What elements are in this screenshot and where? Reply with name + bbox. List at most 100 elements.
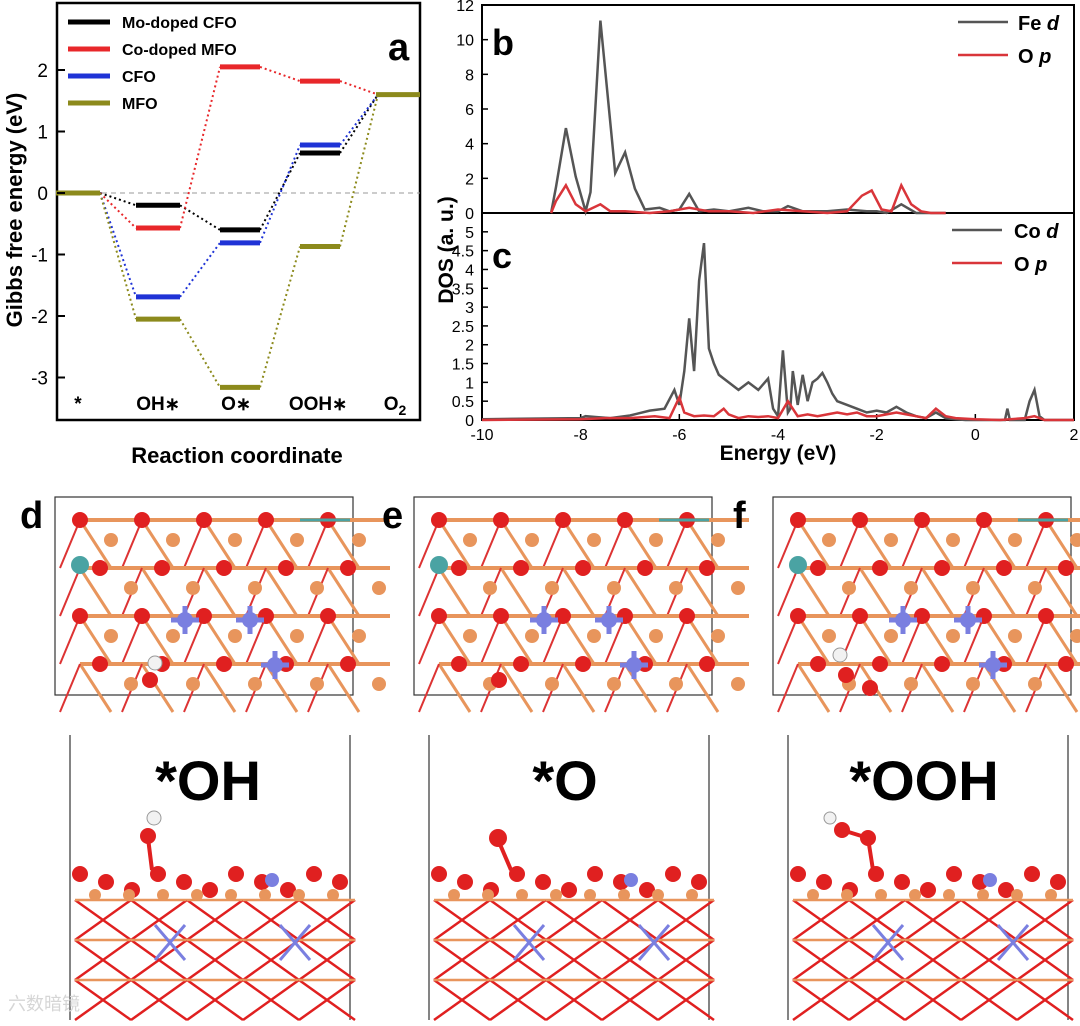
bond xyxy=(920,663,955,713)
metal-atom xyxy=(327,889,339,901)
panel-a-y-tick-label: 2 xyxy=(37,61,48,82)
adsorbate-hydrogen-atom xyxy=(147,655,163,671)
bond xyxy=(1044,615,1079,665)
bond xyxy=(121,615,143,665)
panel-a-y-tick-label: -2 xyxy=(31,307,48,328)
bond xyxy=(433,978,491,1022)
bond xyxy=(858,567,893,617)
panel-label-e: e xyxy=(382,495,403,537)
oxygen-atom xyxy=(332,874,348,890)
metal-atom xyxy=(731,677,745,691)
oxygen-atom xyxy=(98,874,114,890)
panel-b-y-tick-label: 12 xyxy=(456,0,474,15)
category-label: OOH∗ xyxy=(289,394,347,415)
panel-c-y-tick-label: 2 xyxy=(465,338,474,355)
bond xyxy=(792,898,850,942)
metal-atom xyxy=(186,677,200,691)
bond xyxy=(996,924,1030,961)
oxygen-atom xyxy=(555,608,571,624)
bond xyxy=(604,519,626,569)
bond xyxy=(433,938,491,982)
panel-b-y-tick-label: 10 xyxy=(456,33,474,50)
metal-atom xyxy=(463,629,477,643)
bond xyxy=(74,978,132,1022)
bond xyxy=(657,978,715,1022)
bond xyxy=(59,519,81,569)
energy-connector xyxy=(339,93,379,146)
molybdenum-atom xyxy=(789,556,807,574)
oxygen-atom xyxy=(154,560,170,576)
cobalt-atom xyxy=(960,612,976,628)
structure-panel-ooh xyxy=(772,496,1080,1022)
bond xyxy=(74,938,132,982)
metal-atom xyxy=(649,629,663,643)
metal-atom xyxy=(259,889,271,901)
oxygen-atom xyxy=(431,866,447,882)
bond xyxy=(637,924,671,961)
bond xyxy=(792,938,850,982)
panel-c-y-tick-label: 1 xyxy=(465,375,474,392)
bond xyxy=(130,938,188,982)
oxygen-atom xyxy=(946,866,962,882)
metal-atom xyxy=(290,629,304,643)
oxygen-atom xyxy=(134,512,150,528)
bond xyxy=(623,519,658,569)
bond xyxy=(489,938,547,982)
bond xyxy=(901,519,923,569)
bond xyxy=(59,567,81,617)
oxygen-atom xyxy=(868,866,884,882)
oxygen-atom xyxy=(216,656,232,672)
cobalt-atom xyxy=(895,612,911,628)
bond xyxy=(839,519,861,569)
metal-atom xyxy=(946,533,960,547)
bond xyxy=(480,615,502,665)
adsorbate-oxygen-atom xyxy=(489,829,507,847)
adsorbate-oxygen-atom xyxy=(140,828,156,844)
metal-atom xyxy=(463,533,477,547)
panel-a-y-tick-label: 1 xyxy=(37,123,48,144)
bond xyxy=(499,519,534,569)
energy-connector xyxy=(259,65,301,83)
oxygen-atom xyxy=(513,656,529,672)
oxygen-atom xyxy=(493,608,509,624)
oxygen-atom xyxy=(176,874,192,890)
bond xyxy=(777,663,799,713)
metal-atom xyxy=(104,629,118,643)
metal-atom xyxy=(186,581,200,595)
metal-atom xyxy=(448,889,460,901)
cobalt-atom xyxy=(242,612,258,628)
oxygen-atom xyxy=(810,560,826,576)
bond xyxy=(480,519,502,569)
bond xyxy=(904,898,962,942)
panel-bc-y-axis-label: DOS (a. u.) xyxy=(435,196,458,303)
metal-atom xyxy=(587,629,601,643)
legend-label: Fe d xyxy=(1018,13,1060,35)
oxygen-atom xyxy=(1058,560,1074,576)
oxygen-atom xyxy=(665,866,681,882)
energy-connector xyxy=(99,192,137,207)
cobalt-atom xyxy=(536,612,552,628)
top-view-cell xyxy=(54,496,354,696)
bond xyxy=(858,519,893,569)
energy-connector xyxy=(179,318,221,388)
oxygen-atom xyxy=(258,512,274,528)
metal-atom xyxy=(525,629,539,643)
oxygen-atom xyxy=(996,560,1012,576)
metal-atom xyxy=(686,889,698,901)
oxygen-atom xyxy=(852,608,868,624)
metal-atom xyxy=(649,533,663,547)
oxygen-atom xyxy=(790,866,806,882)
bond xyxy=(777,519,799,569)
oxygen-atom xyxy=(196,608,212,624)
bond xyxy=(623,567,658,617)
metal-atom xyxy=(731,581,745,595)
panel-c-x-tick-label: -10 xyxy=(470,427,493,444)
panel-label-f: f xyxy=(733,495,746,537)
oxygen-atom xyxy=(340,656,356,672)
metal-atom xyxy=(1045,889,1057,901)
bond xyxy=(418,567,440,617)
metal-atom xyxy=(1070,629,1080,643)
panel-b-y-tick-label: 2 xyxy=(465,171,474,188)
metal-atom xyxy=(525,533,539,547)
bond xyxy=(1044,663,1079,713)
